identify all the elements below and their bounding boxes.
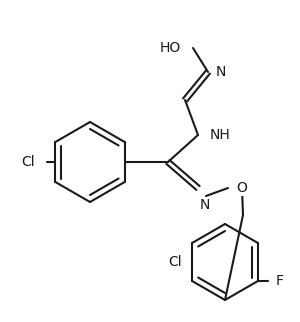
Text: F: F (276, 274, 284, 288)
Text: N: N (200, 198, 210, 212)
Text: Cl: Cl (22, 155, 35, 169)
Text: O: O (236, 181, 247, 195)
Text: HO: HO (160, 41, 181, 55)
Text: Cl: Cl (169, 255, 182, 269)
Text: N: N (216, 65, 226, 79)
Text: NH: NH (210, 128, 231, 142)
